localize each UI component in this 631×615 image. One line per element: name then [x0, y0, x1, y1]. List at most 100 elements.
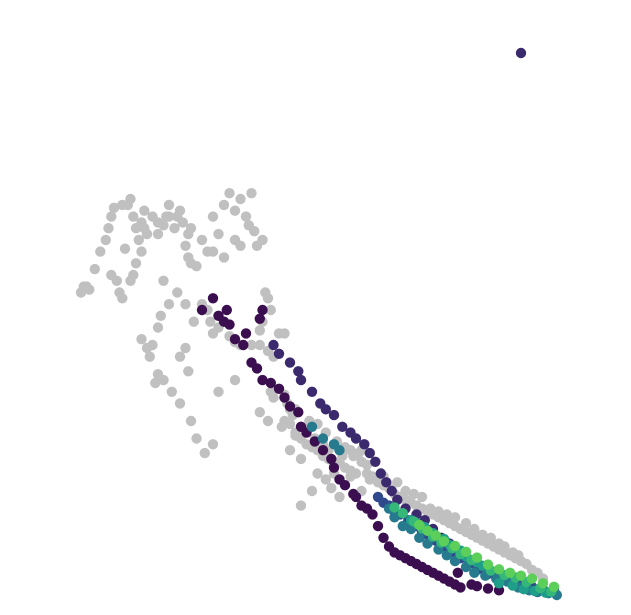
- scatter-point: [312, 468, 323, 479]
- scatter-point: [128, 211, 139, 222]
- scatter-point: [485, 532, 496, 543]
- scatter-point: [130, 258, 142, 269]
- scatter-point: [224, 319, 235, 330]
- scatter-point: [177, 217, 188, 228]
- scatter-point: [408, 488, 419, 500]
- scatter-point: [169, 223, 180, 234]
- scatter-point: [257, 234, 268, 246]
- scatter-point: [174, 398, 186, 409]
- scatter-point: [136, 334, 147, 345]
- scatter-point: [166, 386, 177, 397]
- scatter-point: [416, 491, 428, 503]
- scatter-point: [389, 502, 400, 513]
- scatter-point: [414, 519, 425, 531]
- scatter-point: [199, 447, 210, 459]
- scatter-point: [172, 287, 183, 298]
- scatter-point: [425, 503, 436, 514]
- scatter-point: [493, 564, 505, 575]
- scatter-point: [155, 310, 166, 321]
- scatter-point: [163, 211, 175, 222]
- scatter-point: [295, 500, 307, 511]
- scatter-point: [284, 401, 296, 412]
- scatter-point: [243, 220, 254, 231]
- scatter-point: [441, 509, 452, 520]
- scatter-point: [455, 582, 466, 593]
- scatter-point: [345, 471, 356, 482]
- scatter-point: [378, 532, 389, 543]
- scatter-point: [183, 366, 194, 377]
- scatter-point: [370, 456, 381, 467]
- scatter-point: [326, 453, 337, 465]
- scatter-point: [185, 415, 197, 427]
- scatter-point: [125, 193, 136, 205]
- scatter-point: [221, 304, 232, 316]
- scatter-point: [449, 512, 461, 523]
- scatter-point: [174, 351, 186, 362]
- scatter-points: [75, 47, 562, 601]
- scatter-point: [119, 243, 131, 254]
- scatter-point: [469, 567, 480, 578]
- scatter-point: [293, 366, 304, 377]
- scatter-point: [306, 485, 318, 497]
- scatter-point: [477, 529, 488, 540]
- scatter-point: [515, 47, 527, 59]
- scatter-point: [392, 477, 403, 488]
- scatter-point: [381, 477, 392, 488]
- scatter-point: [89, 263, 101, 275]
- scatter-point: [133, 234, 144, 246]
- scatter-point: [309, 436, 320, 447]
- scatter-point: [254, 339, 265, 351]
- scatter-point: [460, 561, 472, 573]
- scatter-point: [499, 541, 510, 552]
- scatter-point: [84, 284, 95, 295]
- scatter-point: [207, 328, 219, 339]
- scatter-point: [213, 228, 224, 240]
- scatter-point: [196, 304, 208, 316]
- scatter-point: [284, 357, 296, 368]
- scatter-point: [265, 377, 276, 389]
- scatter-point: [246, 339, 257, 351]
- scatter-point: [372, 520, 384, 532]
- scatter-point: [257, 304, 268, 316]
- scatter-point: [306, 386, 318, 397]
- scatter-point: [125, 275, 136, 286]
- scatter-point: [180, 342, 191, 354]
- scatter-point: [141, 342, 153, 354]
- scatter-point: [196, 234, 208, 246]
- scatter-point: [400, 485, 411, 497]
- scatter-point: [430, 530, 441, 541]
- scatter-point: [254, 313, 265, 324]
- scatter-point: [337, 421, 348, 432]
- scatter-point: [293, 407, 304, 418]
- scatter-point: [438, 536, 450, 547]
- scatter-point: [449, 555, 461, 567]
- scatter-point: [180, 240, 191, 251]
- scatter-point: [238, 339, 249, 351]
- scatter-point: [328, 462, 340, 473]
- scatter-point: [207, 439, 219, 450]
- scatter-point: [515, 570, 527, 581]
- scatter-point: [174, 205, 186, 216]
- scatter-point: [213, 386, 224, 397]
- scatter-point: [218, 252, 230, 263]
- scatter-point: [114, 287, 125, 298]
- scatter-point: [218, 199, 230, 211]
- scatter-point: [229, 374, 241, 386]
- scatter-point: [273, 383, 285, 394]
- scatter-point: [268, 339, 279, 351]
- scatter-point: [152, 228, 164, 240]
- scatter-point: [150, 377, 161, 389]
- scatter-point: [460, 546, 472, 557]
- scatter-point: [163, 199, 175, 211]
- scatter-point: [334, 491, 345, 503]
- scatter-point: [364, 474, 375, 485]
- scatter-point: [229, 234, 241, 246]
- scatter-point: [469, 523, 480, 535]
- scatter-point: [320, 474, 331, 485]
- scatter-point: [441, 550, 452, 561]
- scatter-point: [265, 386, 276, 397]
- scatter-point: [364, 447, 375, 459]
- scatter-point: [359, 439, 370, 450]
- scatter-point: [229, 205, 241, 216]
